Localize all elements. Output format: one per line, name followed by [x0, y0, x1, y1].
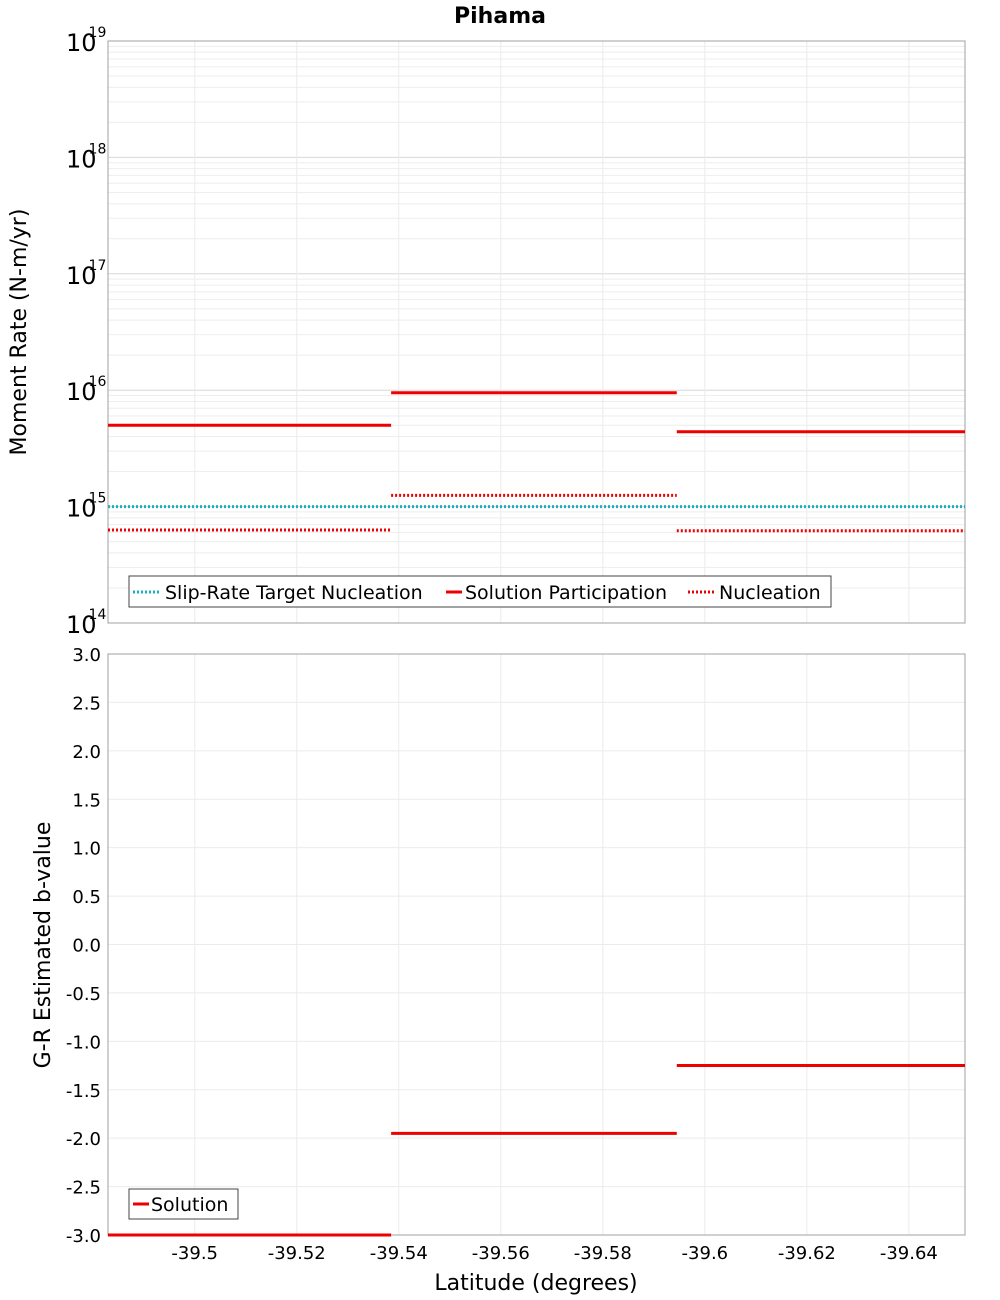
- bottom-y-tick-label: 0.0: [72, 936, 101, 957]
- bottom-y-tick-label: -3.0: [66, 1226, 101, 1247]
- top-y-tick-label: 1019: [66, 25, 106, 57]
- x-tick-label: -39.64: [880, 1243, 938, 1264]
- top-y-tick-label: 1016: [66, 374, 106, 406]
- top-series: [108, 391, 965, 533]
- x-tick-label: -39.62: [778, 1243, 836, 1264]
- bottom-y-tick-label: -2.5: [66, 1178, 101, 1199]
- bottom-y-tick-label: -2.0: [66, 1129, 101, 1150]
- x-tick-label: -39.54: [370, 1243, 428, 1264]
- chart-title: Pihama: [454, 4, 546, 29]
- legend-label-solution: Solution: [151, 1194, 228, 1216]
- top-plot-frame: [107, 40, 966, 624]
- top-legend: Slip-Rate Target Nucleation Solution Par…: [128, 575, 832, 608]
- x-tick-label: -39.56: [472, 1243, 530, 1264]
- bottom-y-tick-labels: 3.0 2.5 2.0 1.5 1.0 0.5 0.0 -0.5 -1.0 -1.5 -2.0 -2.…: [66, 645, 101, 1247]
- top-y-tick-label: 1018: [66, 141, 106, 173]
- legend-label-target: Slip-Rate Target Nucleation: [165, 582, 423, 604]
- bottom-legend: Solution: [128, 1188, 239, 1220]
- bottom-y-tick-label: 2.0: [72, 742, 101, 763]
- x-tick-label: -39.5: [171, 1243, 218, 1264]
- bottom-y-tick-label: 1.5: [72, 790, 101, 811]
- top-y-tick-label: 1017: [66, 258, 106, 290]
- bottom-plot-frame: [107, 653, 966, 1236]
- top-grid: [108, 41, 965, 624]
- bottom-y-tick-label: 3.0: [72, 645, 101, 666]
- x-tick-label: -39.58: [574, 1243, 632, 1264]
- bottom-y-tick-label: 2.5: [72, 693, 101, 714]
- bottom-series: [108, 1064, 965, 1237]
- bottom-y-tick-label: -0.5: [66, 984, 101, 1005]
- top-y-tick-label: 1014: [66, 607, 106, 639]
- top-y-tick-labels: 1014 1015 1016 1017 1018 1019: [66, 25, 106, 639]
- bottom-y-tick-label: 0.5: [72, 887, 101, 908]
- x-axis-label: Latitude (degrees): [434, 1271, 637, 1296]
- bottom-y-tick-label: 1.0: [72, 839, 101, 860]
- top-y-axis-label: Moment Rate (N-m/yr): [7, 209, 32, 456]
- x-tick-label: -39.6: [682, 1243, 729, 1264]
- legend-label-nucleation: Nucleation: [719, 582, 821, 604]
- bottom-y-axis-label: G-R Estimated b-value: [31, 822, 56, 1069]
- bottom-y-tick-label: -1.5: [66, 1081, 101, 1102]
- x-tick-label: -39.52: [268, 1243, 326, 1264]
- legend-label-participation: Solution Participation: [465, 582, 667, 604]
- top-y-tick-label: 1015: [66, 491, 106, 523]
- bottom-y-tick-label: -1.0: [66, 1032, 101, 1053]
- bottom-grid: [108, 653, 965, 1236]
- x-tick-labels: -39.5 -39.52 -39.54 -39.56 -39.58 -39.6 -39.62…: [171, 1243, 937, 1264]
